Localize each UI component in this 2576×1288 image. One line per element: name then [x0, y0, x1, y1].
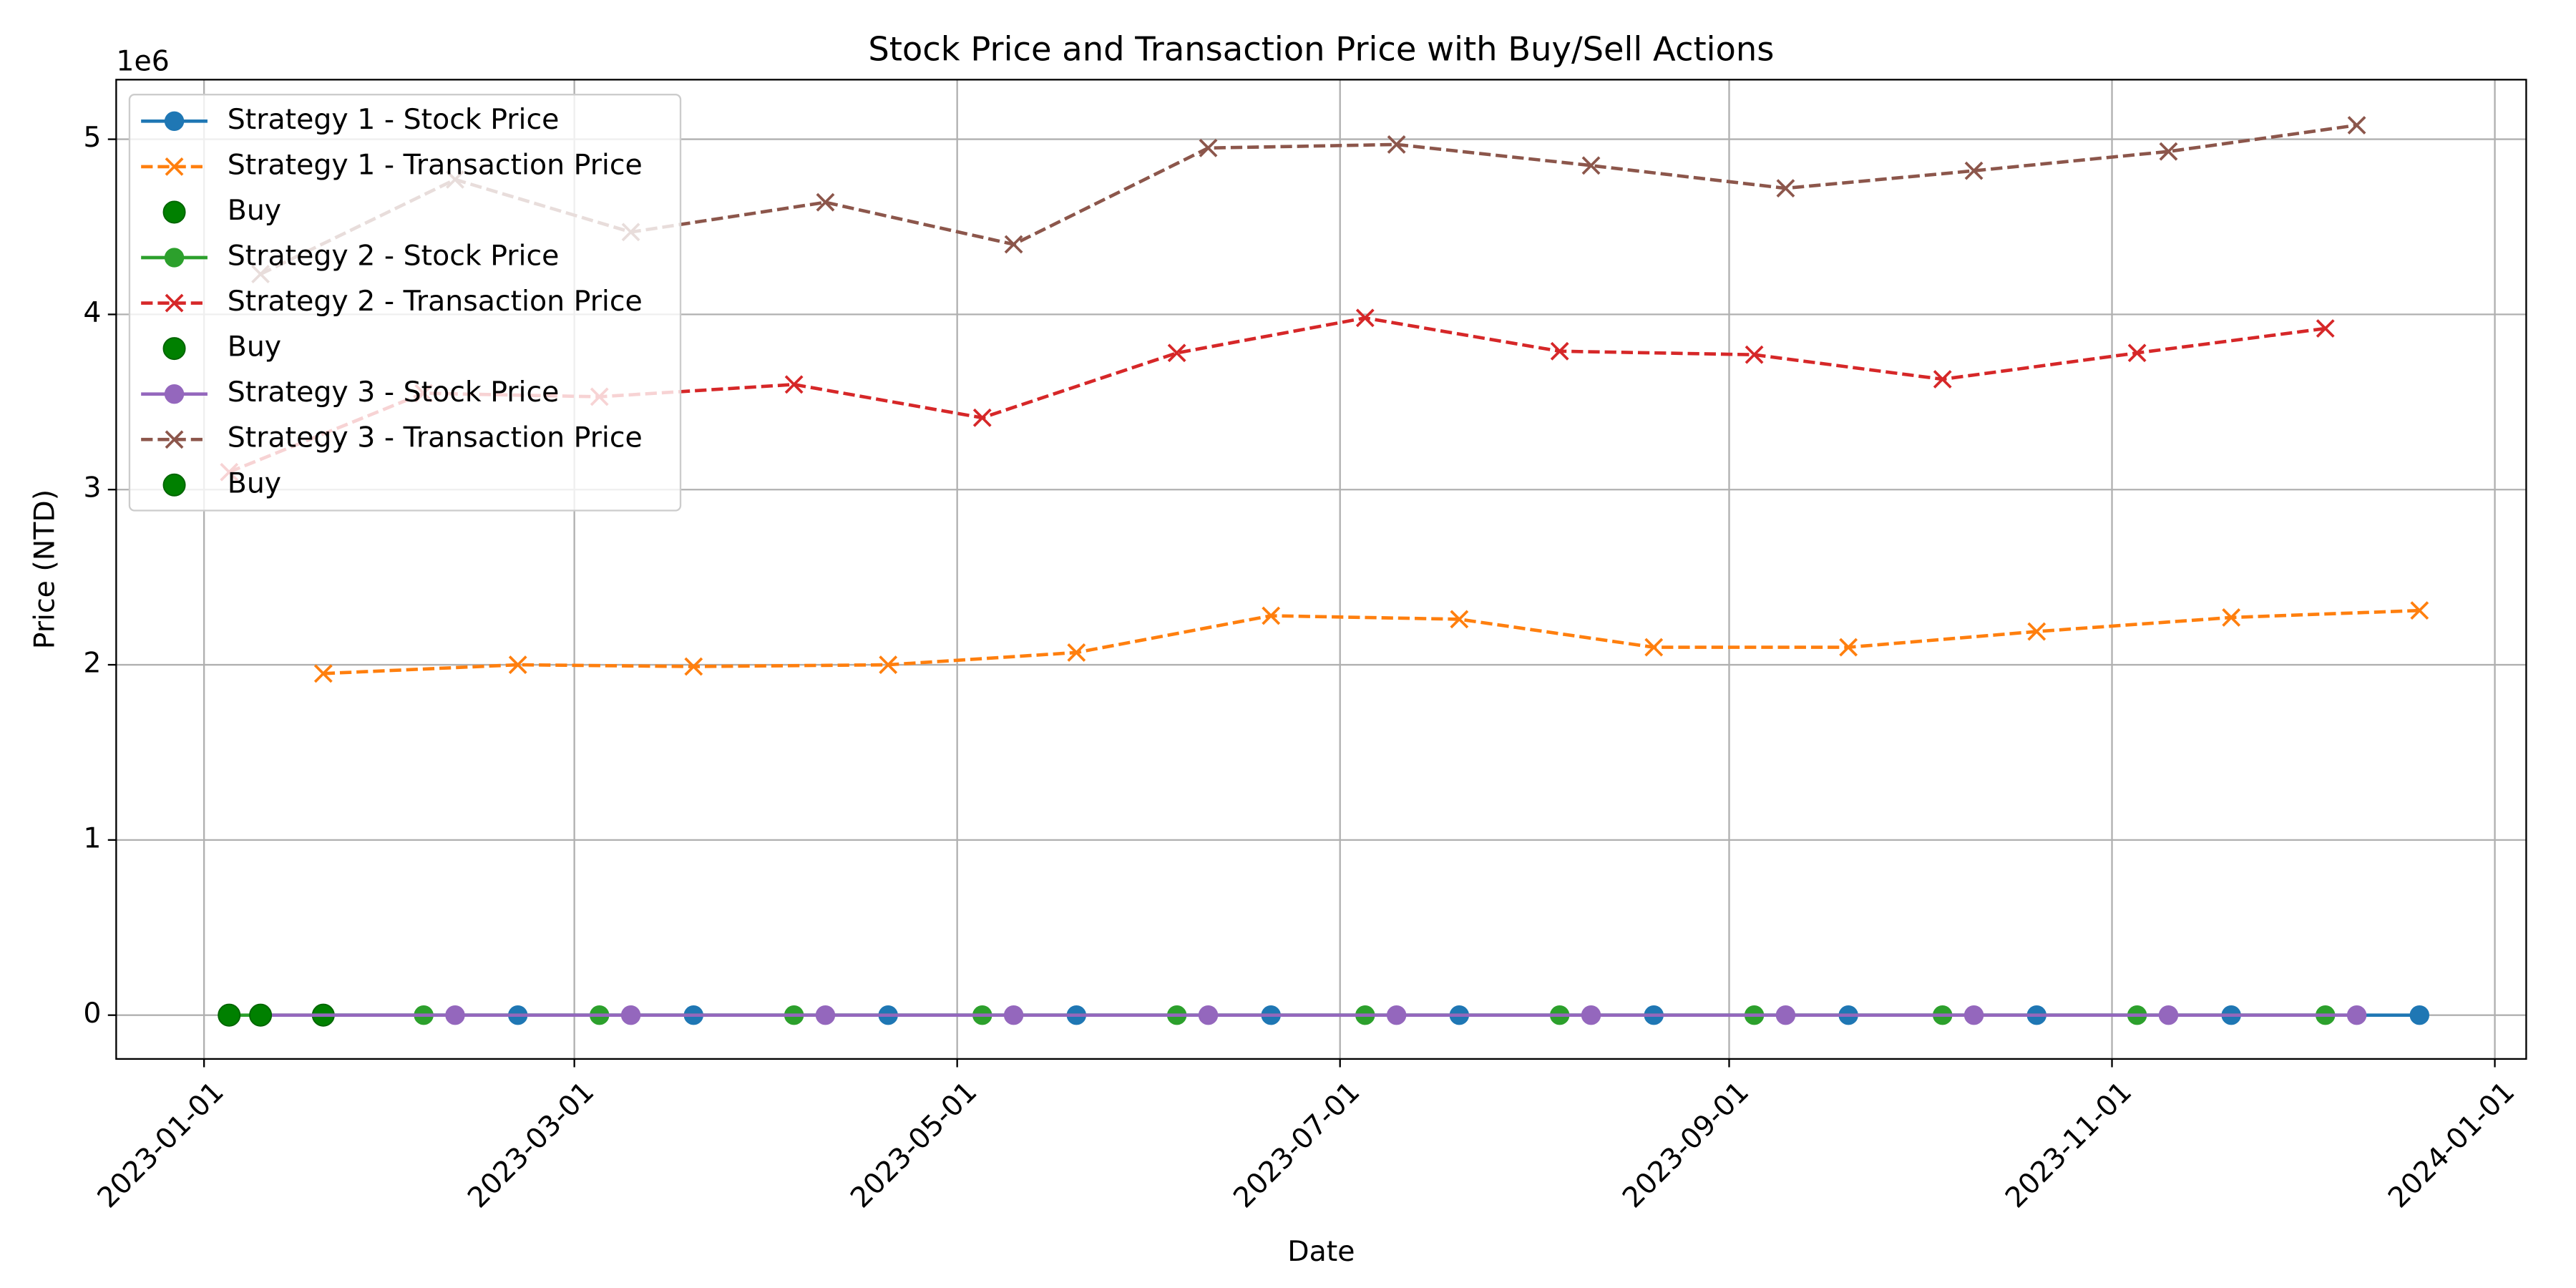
legend-marker [162, 200, 186, 224]
x-marker [508, 655, 527, 674]
y-tick-label: 5 [83, 121, 101, 154]
x-marker [1067, 643, 1086, 662]
x-marker [1262, 606, 1281, 625]
point [1198, 1005, 1219, 1025]
x-marker [784, 375, 804, 394]
x-marker [1004, 235, 1023, 254]
legend-marker [165, 157, 184, 176]
x-marker [684, 657, 703, 676]
legend-marker [164, 111, 185, 132]
legend-box [128, 94, 682, 512]
point [1386, 1005, 1407, 1025]
y-tick-label: 1 [83, 821, 101, 854]
x-marker [1167, 343, 1186, 363]
axes-frame [115, 79, 2527, 1060]
x-marker [313, 664, 333, 683]
x-marker [1550, 341, 1569, 361]
x-marker [2027, 622, 2046, 641]
x-marker [879, 655, 898, 674]
x-marker [1387, 135, 1406, 154]
point [620, 1005, 641, 1025]
y-tick-label: 4 [83, 296, 101, 329]
legend: Strategy 1 - Stock Price Strategy 1 - Tra… [128, 94, 682, 512]
x-marker [2222, 608, 2241, 627]
legend-label: Buy [228, 194, 281, 227]
legend-label: Strategy 3 - Stock Price [228, 376, 560, 409]
y-tick-label: 2 [83, 647, 101, 680]
y-tick-label: 0 [83, 997, 101, 1030]
legend-marker [164, 384, 185, 404]
point [2346, 1005, 2367, 1025]
point [2409, 1005, 2429, 1025]
x-marker [2347, 116, 2366, 135]
point [1775, 1005, 1796, 1025]
x-marker [1776, 179, 1795, 198]
x-marker [1199, 138, 1218, 157]
x-marker [1839, 638, 1858, 657]
legend-marker [162, 473, 186, 497]
x-marker [816, 192, 835, 212]
legend-marker [165, 293, 184, 313]
legend-marker [164, 248, 185, 268]
point [2158, 1005, 2179, 1025]
x-marker [972, 408, 992, 427]
x-marker [1745, 345, 1764, 364]
legend-label: Strategy 3 - Transaction Price [228, 421, 643, 454]
x-marker [1964, 161, 1984, 180]
x-axis-label: Date [1287, 1235, 1355, 1268]
legend-label: Strategy 1 - Transaction Price [228, 148, 643, 181]
y-tick-label: 3 [83, 472, 101, 504]
legend-label: Strategy 2 - Stock Price [228, 240, 560, 273]
point [1003, 1005, 1024, 1025]
x-marker [1581, 156, 1601, 175]
buy-marker [249, 1003, 273, 1027]
point [445, 1005, 465, 1025]
buy-marker [218, 1003, 241, 1027]
x-marker [2316, 319, 2335, 338]
legend-label: Buy [228, 467, 281, 499]
series-line [323, 608, 2420, 675]
legend-marker [165, 430, 184, 449]
x-marker [1450, 610, 1469, 629]
chart-title: Stock Price and Transaction Price with B… [868, 29, 1774, 68]
legend-label: Buy [228, 331, 281, 364]
x-marker [1933, 370, 1952, 389]
legend-label: Strategy 2 - Transaction Price [228, 285, 643, 318]
y-offset-label: 1e6 [116, 45, 169, 78]
x-marker [1355, 308, 1375, 328]
y-axis-label: Price (NTD) [28, 489, 61, 649]
x-marker [2159, 142, 2178, 161]
x-marker [2410, 601, 2429, 620]
point [1963, 1005, 1984, 1025]
point [815, 1005, 836, 1025]
legend-label: Strategy 1 - Stock Price [228, 103, 560, 136]
x-marker [2127, 343, 2147, 363]
x-marker [1644, 638, 1664, 657]
legend-marker [162, 337, 186, 361]
point [1581, 1005, 1601, 1025]
